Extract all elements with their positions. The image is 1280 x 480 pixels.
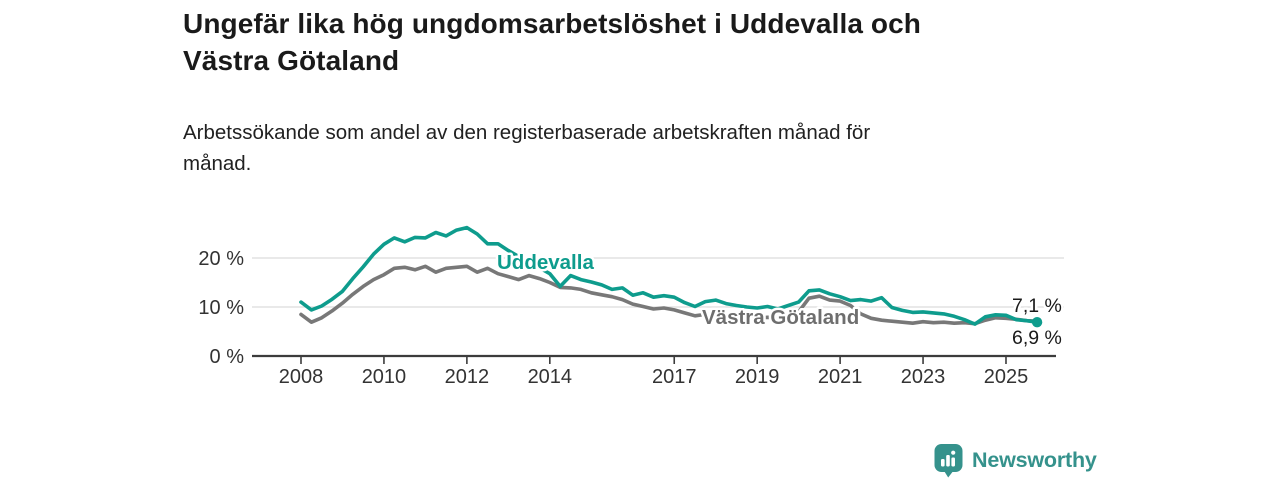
newsworthy-logo[interactable]: Newsworthy bbox=[933, 443, 1097, 478]
uddevalla-end-value: 6,9 % bbox=[1012, 327, 1062, 349]
series-line-vastra-gotaland bbox=[299, 264, 1039, 326]
uddevalla-end-dot bbox=[1031, 316, 1043, 328]
x-tick-label-2025: 2025 bbox=[984, 366, 1029, 388]
logo-bar-3 bbox=[951, 457, 955, 467]
vastra-gotaland-end-value: 7,1 % bbox=[1012, 295, 1062, 317]
chart-subtitle-line2: månad. bbox=[183, 152, 252, 175]
chart-subtitle-line1: Arbetssökande som andel av den registerb… bbox=[183, 121, 871, 144]
y-tick-label-10: 10 % bbox=[198, 297, 244, 319]
logo-dot bbox=[951, 450, 956, 455]
x-tick-label-2023: 2023 bbox=[901, 366, 946, 388]
x-tick-label-2014: 2014 bbox=[528, 366, 573, 388]
logo-bar-2 bbox=[946, 455, 950, 467]
page-title-line1: Ungefär lika hög ungdomsarbetslöshet i U… bbox=[183, 8, 921, 39]
newsworthy-logo-text: Newsworthy bbox=[972, 448, 1097, 472]
newsworthy-logo-icon bbox=[934, 444, 963, 478]
vastra-gotaland-series-label: Västra Götaland bbox=[702, 306, 859, 329]
series-line-uddevalla bbox=[299, 225, 1039, 326]
x-tick-label-2012: 2012 bbox=[445, 366, 490, 388]
page-title: Ungefär lika hög ungdomsarbetslöshet i U… bbox=[183, 5, 1143, 79]
x-tick-label-2010: 2010 bbox=[362, 366, 407, 388]
page-title-line2: Västra Götaland bbox=[183, 45, 400, 76]
y-tick-label-0: 0 % bbox=[210, 346, 245, 368]
chart-subtitle: Arbetssökande som andel av den registerb… bbox=[183, 117, 1083, 179]
x-tick-label-2019: 2019 bbox=[735, 366, 780, 388]
x-tick-label-2008: 2008 bbox=[279, 366, 324, 388]
logo-bubble bbox=[934, 444, 963, 478]
y-tick-label-20: 20 % bbox=[198, 248, 244, 270]
uddevalla-series-label: Uddevalla bbox=[497, 251, 594, 274]
x-tick-label-2017: 2017 bbox=[652, 366, 697, 388]
x-tick-label-2021: 2021 bbox=[818, 366, 863, 388]
logo-bar-1 bbox=[941, 459, 945, 467]
